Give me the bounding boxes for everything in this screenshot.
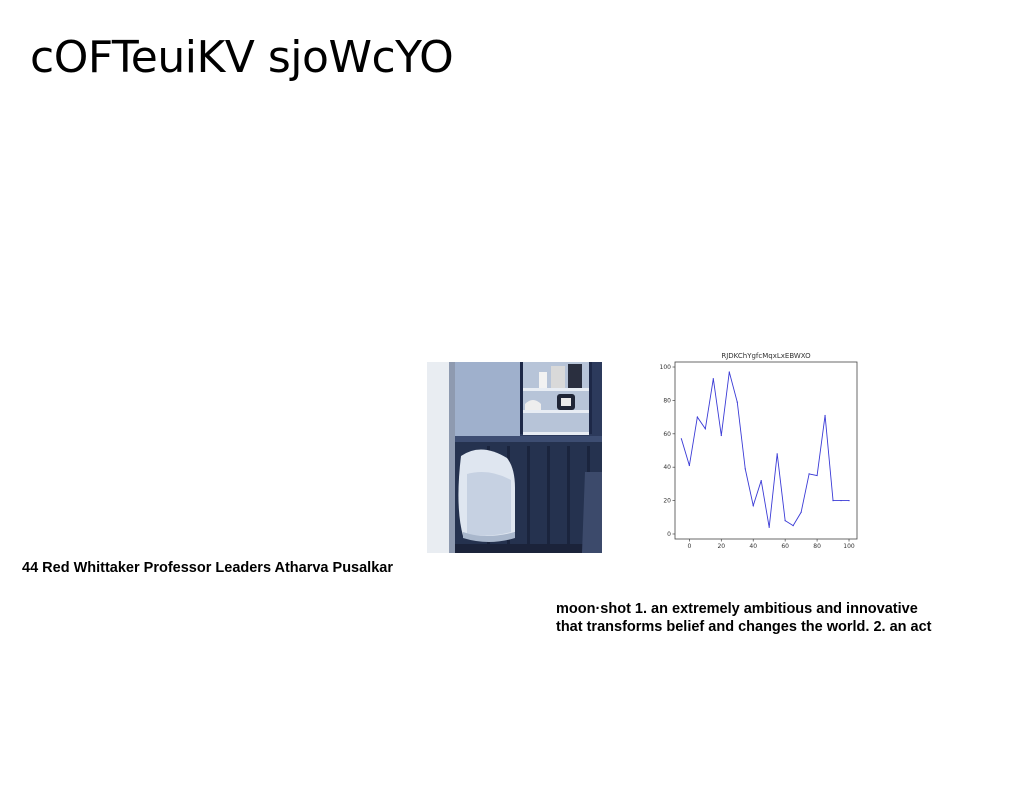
caption-right: moon·shot 1. an extremely ambitious and … [556, 600, 931, 636]
x-tick-label: 40 [749, 543, 757, 550]
data-point [688, 464, 690, 467]
series-line [680, 371, 850, 528]
data-point [832, 499, 834, 502]
x-tick-label: 100 [843, 543, 855, 550]
data-point [744, 468, 746, 470]
data-point [720, 434, 722, 437]
x-tick-label: 0 [687, 543, 691, 550]
data-point [776, 453, 778, 455]
caption-right-line-1: moon·shot 1. an extremely ambitious and … [556, 601, 918, 617]
data-point [808, 473, 810, 475]
data-point [760, 479, 762, 482]
data-point [712, 378, 714, 380]
data-point [752, 505, 754, 507]
x-tick-label: 60 [781, 543, 789, 550]
y-tick-label: 60 [663, 431, 671, 438]
y-tick-label: 20 [663, 498, 671, 505]
page-title: cOFTeuiKV sjoWcYO [30, 32, 454, 83]
data-point [704, 428, 706, 430]
data-point [768, 526, 770, 528]
data-point [696, 416, 698, 418]
x-tick-label: 20 [717, 543, 725, 550]
caption-right-line-2: that transforms belief and changes the w… [556, 619, 932, 635]
data-point [800, 511, 802, 513]
data-point [680, 438, 682, 440]
data-point [728, 371, 730, 373]
caption-left: 44 Red Whittaker Professor Leaders Athar… [22, 560, 393, 576]
y-tick-label: 100 [660, 364, 672, 371]
interior-photo [427, 362, 602, 553]
data-point [848, 499, 850, 502]
x-tick-label: 80 [813, 543, 821, 550]
interior-photo-art [427, 362, 602, 553]
y-tick-label: 0 [667, 531, 671, 538]
plot-frame [674, 361, 858, 540]
data-point [736, 401, 738, 403]
line-chart: RJDKChYgfcMqxLxEBWXO 0 20 40 60 80 100 0 20 40 60… [660, 352, 858, 550]
data-point [816, 474, 818, 477]
data-point [792, 525, 794, 527]
y-tick-label: 80 [663, 397, 671, 404]
chart-title: RJDKChYgfcMqxLxEBWXO [721, 352, 811, 360]
data-point [824, 414, 826, 417]
data-point [840, 499, 842, 502]
y-tick-label: 40 [663, 464, 671, 471]
data-point [784, 520, 786, 522]
